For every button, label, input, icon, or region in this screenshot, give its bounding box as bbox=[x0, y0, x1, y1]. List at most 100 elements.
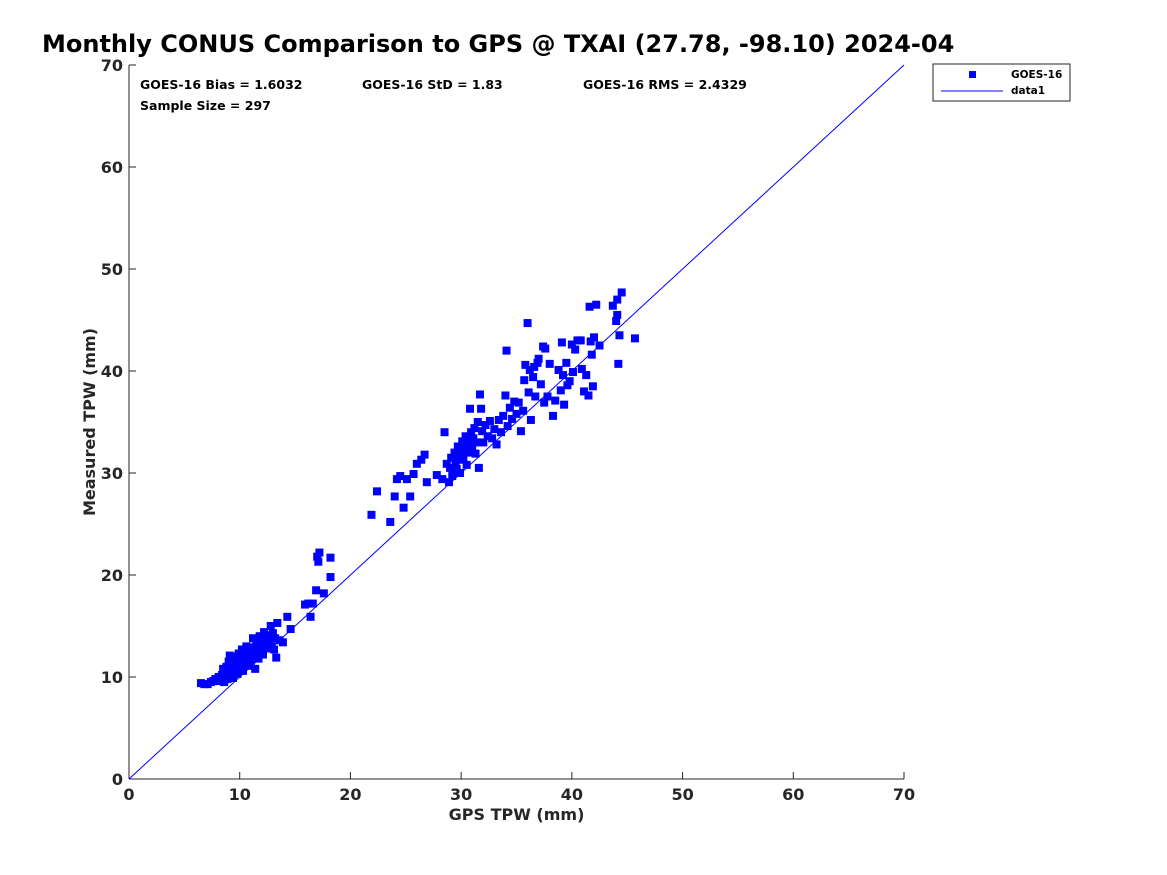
data-point bbox=[464, 438, 473, 447]
data-point bbox=[571, 345, 580, 354]
data-point bbox=[444, 478, 453, 487]
data-point bbox=[224, 670, 233, 679]
data-point bbox=[412, 459, 421, 468]
data-point bbox=[479, 438, 488, 447]
data-point bbox=[615, 331, 624, 340]
bias-annotation: GOES-16 Bias = 1.6032 bbox=[140, 77, 302, 92]
data-point bbox=[531, 392, 540, 401]
data-point bbox=[386, 517, 395, 526]
y-tick-label: 50 bbox=[101, 260, 123, 279]
data-point bbox=[525, 365, 534, 374]
data-point bbox=[283, 612, 292, 621]
data-point bbox=[590, 333, 598, 342]
data-point bbox=[474, 463, 483, 472]
y-tick-label: 20 bbox=[101, 566, 123, 585]
data-point bbox=[459, 455, 468, 464]
data-point bbox=[270, 645, 279, 654]
data-point bbox=[592, 300, 601, 309]
data-point bbox=[526, 415, 535, 424]
axes bbox=[128, 65, 904, 780]
y-tick-label: 40 bbox=[101, 362, 123, 381]
data-point bbox=[587, 350, 596, 359]
data-point bbox=[483, 432, 492, 441]
sample-size-annotation: Sample Size = 297 bbox=[140, 98, 271, 113]
data-point bbox=[494, 415, 503, 424]
data-point bbox=[266, 622, 275, 630]
data-point bbox=[520, 376, 529, 385]
data-point bbox=[242, 642, 251, 651]
data-point bbox=[250, 651, 259, 660]
data-point bbox=[257, 637, 266, 646]
y-tick-label: 0 bbox=[112, 770, 123, 789]
rms-annotation: GOES-16 RMS = 2.4329 bbox=[583, 77, 747, 92]
data-point bbox=[541, 344, 550, 353]
data-point bbox=[492, 440, 501, 449]
data-point bbox=[260, 628, 269, 637]
y-tick-label: 60 bbox=[101, 158, 123, 177]
data-point bbox=[237, 645, 246, 654]
data-point bbox=[265, 638, 274, 647]
data-point bbox=[271, 634, 280, 643]
data-point bbox=[409, 470, 418, 479]
data-point bbox=[440, 428, 449, 437]
x-tick-label: 50 bbox=[671, 785, 693, 804]
data-point bbox=[505, 403, 514, 412]
data-point bbox=[462, 460, 471, 469]
x-ticks: 0 10 20 30 40 50 60 70 bbox=[123, 772, 915, 804]
data-point bbox=[373, 487, 381, 496]
data-point bbox=[312, 586, 321, 595]
data-point bbox=[451, 457, 460, 466]
data-point bbox=[422, 478, 431, 487]
data-point bbox=[501, 391, 510, 400]
data-point bbox=[222, 662, 231, 671]
data-point bbox=[247, 643, 256, 652]
data-point bbox=[420, 450, 429, 459]
data-point bbox=[630, 334, 639, 343]
data-point bbox=[308, 599, 317, 608]
data-point bbox=[231, 663, 240, 672]
data-point bbox=[249, 634, 257, 643]
data-point bbox=[580, 387, 589, 396]
data-point bbox=[258, 650, 267, 659]
data-point bbox=[503, 422, 512, 431]
data-point bbox=[478, 427, 487, 436]
data-point bbox=[471, 449, 480, 458]
data-point bbox=[612, 317, 621, 326]
data-point bbox=[554, 365, 563, 374]
x-tick-label: 70 bbox=[893, 785, 915, 804]
data-point bbox=[549, 411, 558, 420]
data-point bbox=[315, 548, 324, 557]
data-point bbox=[272, 653, 281, 662]
data-point bbox=[523, 319, 532, 328]
data-point bbox=[613, 295, 622, 304]
data-point bbox=[585, 302, 594, 311]
x-tick-label: 60 bbox=[782, 785, 804, 804]
data-point bbox=[516, 427, 525, 436]
data-point bbox=[432, 471, 441, 480]
data-point bbox=[468, 445, 477, 454]
data-point bbox=[543, 392, 552, 401]
data-point bbox=[536, 380, 545, 389]
data-point bbox=[461, 432, 470, 441]
y-axis-label: Measured TPW (mm) bbox=[80, 328, 99, 516]
series-goes-16 bbox=[196, 288, 639, 689]
data-point bbox=[229, 674, 238, 683]
data-point bbox=[226, 666, 235, 675]
data-point bbox=[499, 411, 508, 420]
x-tick-label: 10 bbox=[229, 785, 251, 804]
data-point bbox=[608, 301, 617, 310]
data-point bbox=[453, 442, 462, 451]
data-point bbox=[565, 377, 574, 386]
data-point bbox=[406, 492, 415, 501]
data-point bbox=[254, 654, 263, 663]
stats-annotations: GOES-16 Bias = 1.6032 GOES-16 StD = 1.83… bbox=[140, 77, 747, 113]
data-point bbox=[614, 359, 623, 368]
data-point bbox=[473, 418, 482, 426]
data-point bbox=[582, 371, 591, 380]
data-point bbox=[519, 406, 528, 415]
data-point bbox=[560, 400, 569, 409]
data-point bbox=[540, 398, 549, 407]
data-point bbox=[367, 510, 376, 519]
legend-label-goes16: GOES-16 bbox=[1011, 69, 1062, 81]
data-point bbox=[304, 599, 313, 608]
